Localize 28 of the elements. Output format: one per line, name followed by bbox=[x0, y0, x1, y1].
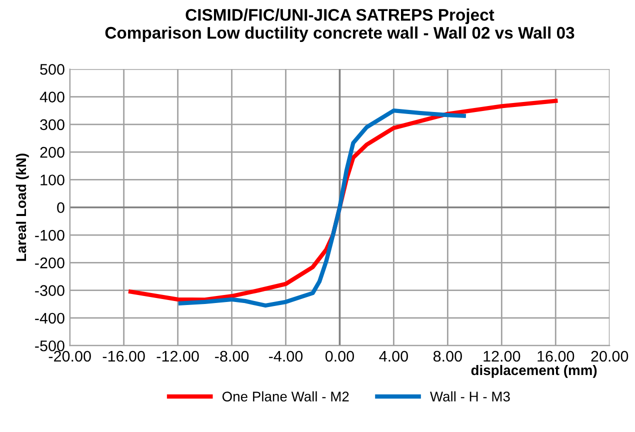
x-tick-label: -12.00 bbox=[156, 350, 199, 362]
y-tick-label: -500 bbox=[35, 340, 64, 352]
y-tick-label: -300 bbox=[35, 285, 64, 296]
x-axis-title: displacement (mm) bbox=[471, 364, 597, 378]
y-tick-label: 400 bbox=[40, 92, 64, 102]
x-tick-label: 0.00 bbox=[325, 350, 354, 362]
legend-label: Wall - H - M3 bbox=[430, 391, 510, 402]
line-series bbox=[178, 108, 466, 308]
y-axis-title: Lareal Load (kN) bbox=[16, 154, 29, 261]
x-tick-label: 20.00 bbox=[591, 350, 628, 362]
y-tick-label: 100 bbox=[40, 174, 64, 186]
y-tick-label: 200 bbox=[40, 146, 64, 158]
x-tick-label: -4.00 bbox=[269, 350, 303, 362]
chart-title: CISMID/FIC/UNI-JICA SATREPS Project Comparison Low ductility concrete wall - Wall 02 vs Wall 03 bbox=[105, 8, 574, 42]
x-tick-label: -8.00 bbox=[215, 350, 249, 362]
y-tick-label: 0 bbox=[57, 202, 64, 214]
x-tick-label: 16.00 bbox=[538, 350, 574, 362]
y-tick-label: 300 bbox=[40, 119, 64, 130]
x-tick-label: 12.00 bbox=[484, 350, 520, 362]
y-tick-label: 500 bbox=[40, 64, 64, 75]
legend-label: One Plane Wall - M2 bbox=[222, 391, 349, 402]
x-tick-label: -16.00 bbox=[102, 350, 145, 362]
x-tick-label: 8.00 bbox=[433, 350, 462, 362]
y-tick-label: -200 bbox=[35, 258, 64, 268]
x-tick-label: -20.00 bbox=[48, 350, 91, 362]
y-tick-label: -400 bbox=[35, 312, 64, 324]
y-tick-label: -100 bbox=[35, 230, 64, 241]
x-tick-label: 4.00 bbox=[379, 350, 408, 362]
